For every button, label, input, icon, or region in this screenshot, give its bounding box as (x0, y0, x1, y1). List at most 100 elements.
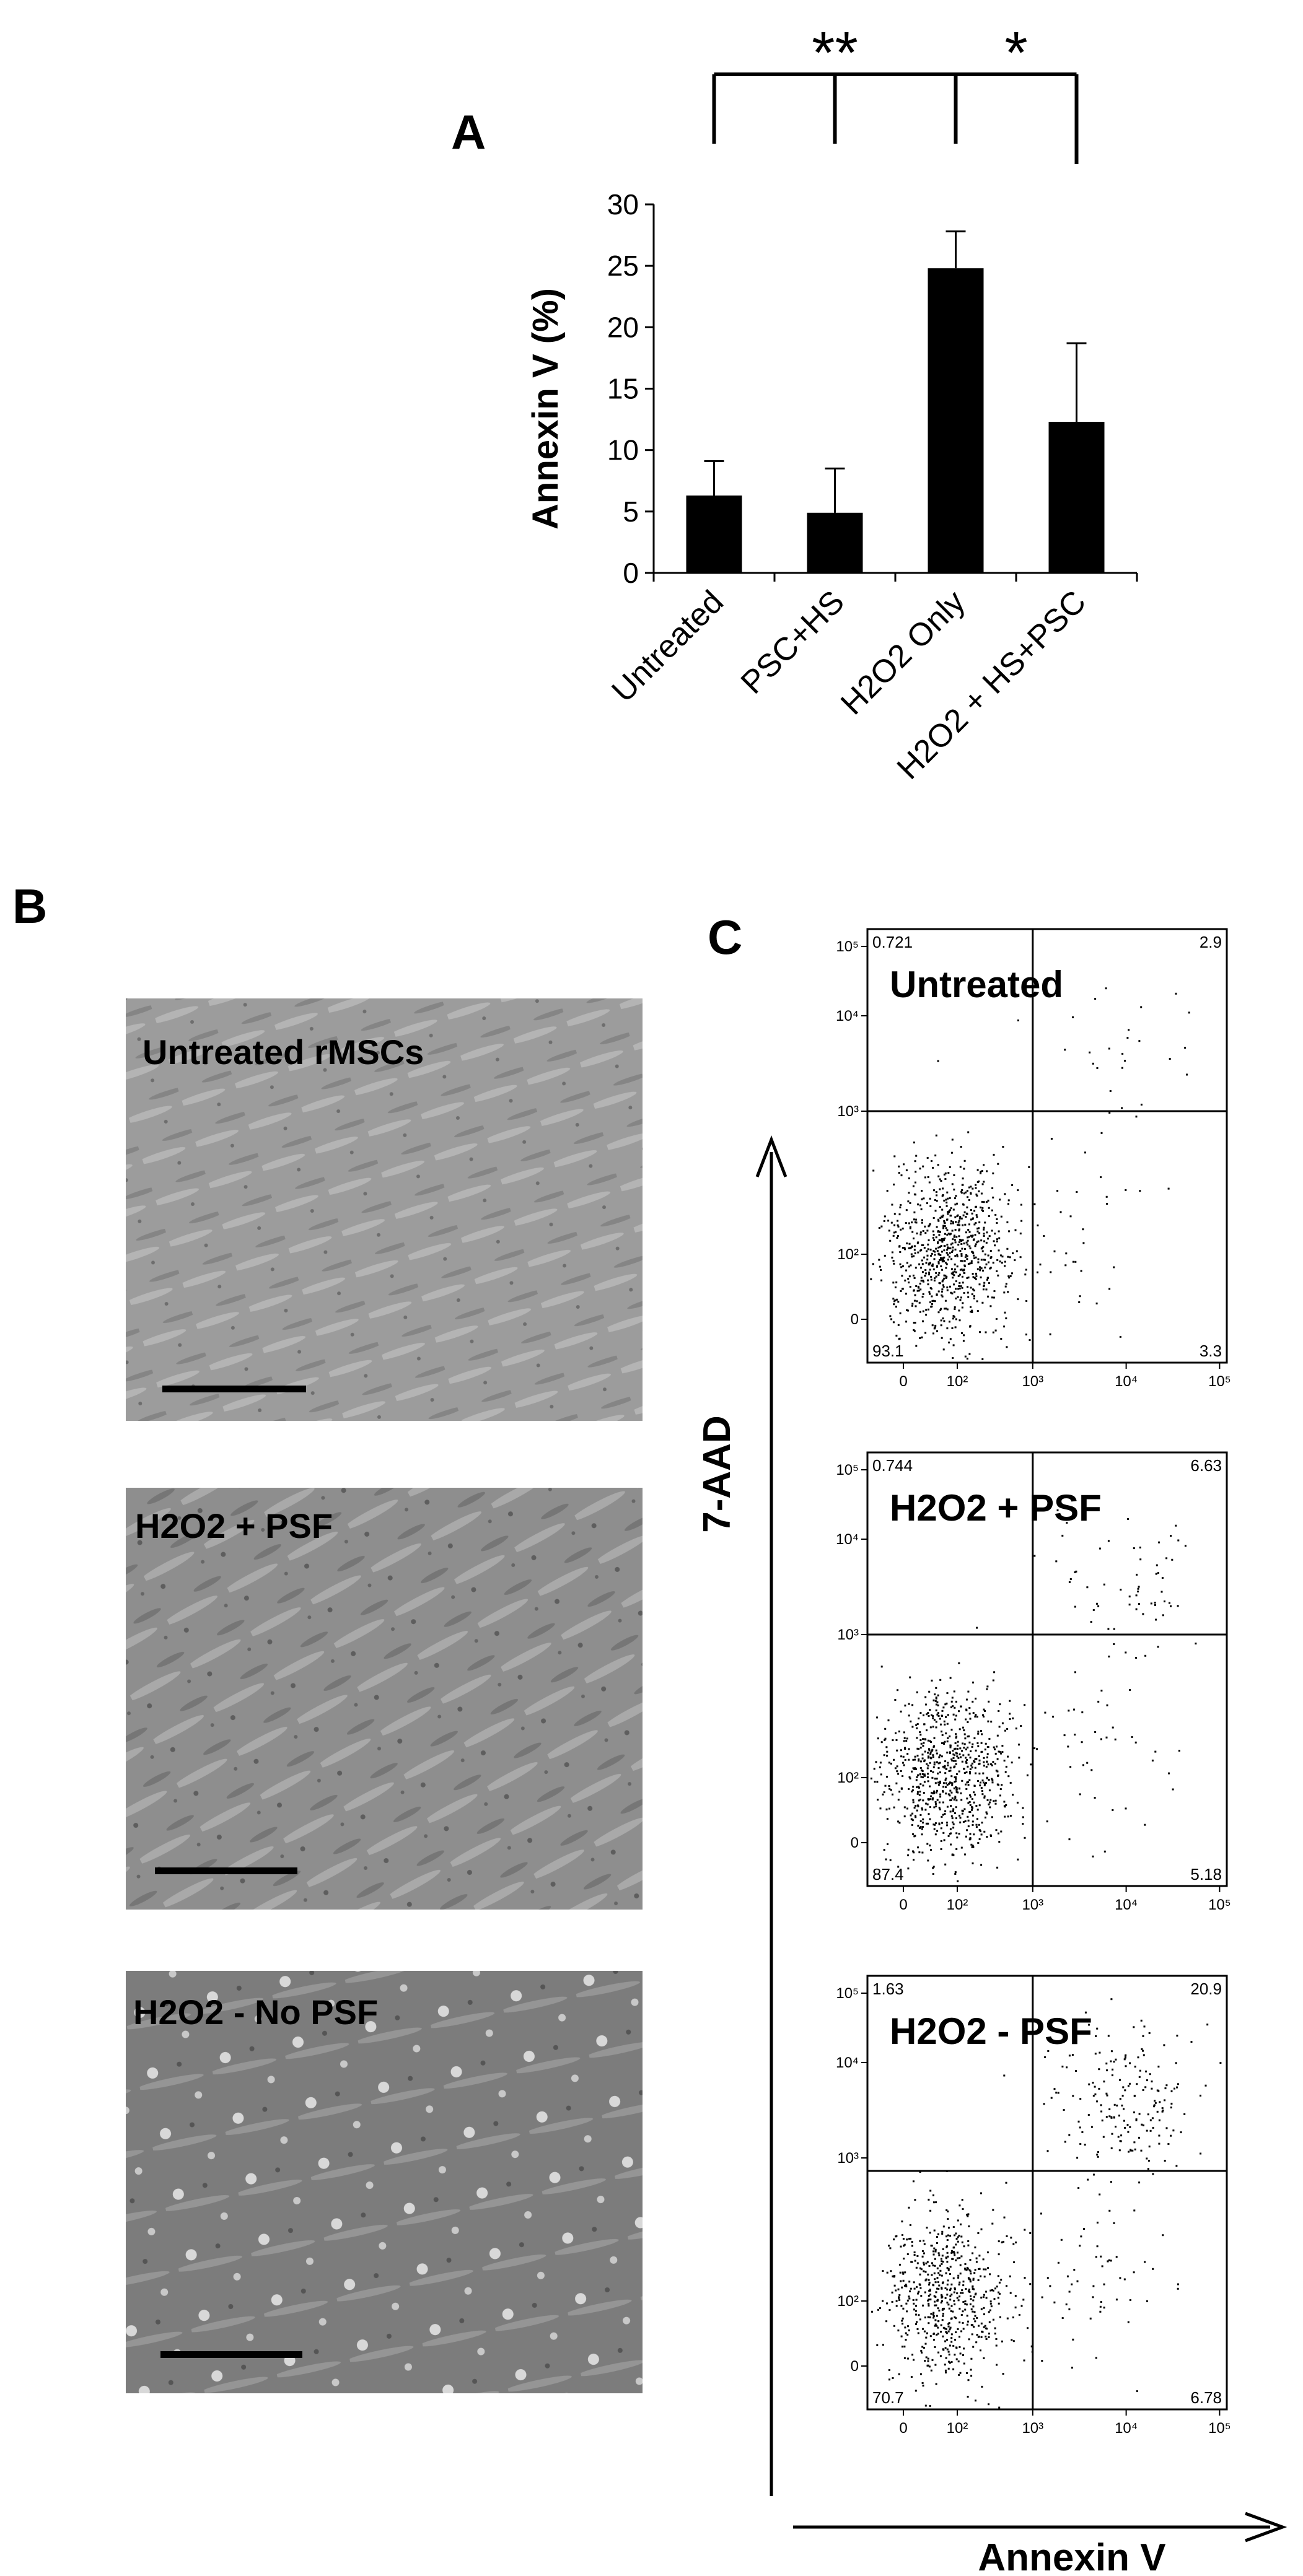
event-dot (936, 1761, 938, 1763)
event-dot (961, 2289, 963, 2292)
event-dot (939, 1254, 942, 1256)
event-dot (924, 1269, 927, 1271)
event-dot (971, 1846, 973, 1848)
event-dot (971, 1809, 973, 1811)
event-dot (1158, 2134, 1160, 2137)
event-dot (1108, 1047, 1110, 1050)
category-label: PSC+HS (734, 583, 851, 701)
event-dot (916, 1747, 919, 1750)
event-dot (954, 1203, 957, 1206)
event-dot (968, 1231, 971, 1233)
event-dot (957, 2219, 959, 2222)
event-dot (898, 1822, 901, 1824)
event-dot (928, 2198, 930, 2201)
event-dot (886, 1755, 888, 1757)
event-dot (897, 1689, 899, 1692)
event-dot (893, 1758, 895, 1761)
event-dot (922, 1280, 924, 1282)
flow-plot-frame (866, 928, 1228, 1364)
event-dot (910, 2376, 913, 2378)
event-dot (1073, 2019, 1074, 2022)
event-dot (911, 1255, 913, 1258)
event-dot (993, 1671, 996, 1674)
event-dot (959, 1747, 962, 1750)
event-dot (929, 1293, 931, 1295)
event-dot (962, 2310, 964, 2313)
event-dot (1096, 2100, 1098, 2103)
event-dot (935, 1709, 937, 1711)
event-dot (949, 1197, 951, 1199)
event-dot (972, 1820, 974, 1823)
event-dot (975, 1758, 978, 1760)
event-dot (946, 1824, 949, 1827)
event-dot (909, 2224, 911, 2226)
event-dot (1053, 2088, 1056, 2090)
event-dot (967, 1296, 970, 1298)
event-dot (968, 1186, 970, 1189)
event-dot (977, 1842, 980, 1844)
event-dot (938, 1807, 941, 1809)
event-dot (1155, 1618, 1157, 1621)
event-dot (988, 1235, 991, 1238)
event-dot (935, 1703, 937, 1706)
event-dot (976, 1228, 979, 1230)
event-dot (962, 2321, 964, 2324)
event-dot (966, 1277, 968, 1279)
event-dot (927, 1279, 929, 1281)
event-dot (923, 2330, 926, 2333)
event-dot (899, 2271, 902, 2274)
event-dot (1009, 1700, 1011, 1702)
event-dot (992, 1262, 994, 1264)
event-dot (927, 2273, 929, 2276)
event-dot (912, 2180, 915, 2183)
event-dot (974, 1245, 976, 1247)
event-dot (888, 1762, 890, 1764)
event-dot (925, 1822, 928, 1825)
event-dot (955, 1236, 958, 1238)
event-dot (980, 1172, 982, 1174)
event-dot (935, 1134, 937, 1137)
event-dot (939, 1754, 941, 1757)
event-dot (922, 1244, 924, 1246)
event-dot (1009, 1815, 1012, 1817)
event-dot (1128, 1604, 1131, 1606)
event-dot (1121, 2104, 1123, 2107)
event-dot (883, 1849, 885, 1851)
event-dot (976, 2316, 978, 2319)
event-dot (978, 1772, 981, 1775)
event-dot (912, 1850, 914, 1853)
event-dot (986, 1799, 989, 1801)
event-dot (967, 2277, 970, 2279)
event-dot (955, 2317, 957, 2320)
event-dot (955, 1817, 957, 1820)
event-dot (954, 1264, 956, 1266)
event-dot (980, 2322, 983, 2325)
event-dot (975, 1187, 977, 1189)
event-dot (939, 1762, 941, 1764)
event-dot (918, 1263, 921, 1265)
event-dot (954, 1718, 957, 1721)
event-dot (1002, 2240, 1004, 2243)
event-dot (884, 1254, 886, 1257)
event-dot (927, 1243, 929, 1246)
y-tick-label: 0 (851, 2358, 859, 2375)
event-dot (926, 2332, 928, 2334)
event-dot (954, 2316, 956, 2318)
event-dot (1154, 1604, 1156, 1606)
bar (1048, 422, 1105, 573)
x-tick-label: 0 (899, 1897, 907, 1913)
event-dot (877, 1799, 879, 1801)
event-dot (915, 1181, 916, 1184)
event-dot (1133, 2095, 1136, 2097)
event-dot (949, 1751, 951, 1753)
event-dot (955, 1778, 957, 1780)
event-dot (915, 2323, 917, 2325)
event-dot (976, 2334, 978, 2336)
event-dot (1140, 1006, 1143, 1008)
event-dot (949, 1794, 951, 1797)
event-dot (870, 1278, 872, 1280)
event-dot (976, 1310, 979, 1312)
event-dot (1007, 1755, 1009, 1758)
event-dot (931, 1160, 932, 1162)
event-dot (981, 1200, 983, 1203)
